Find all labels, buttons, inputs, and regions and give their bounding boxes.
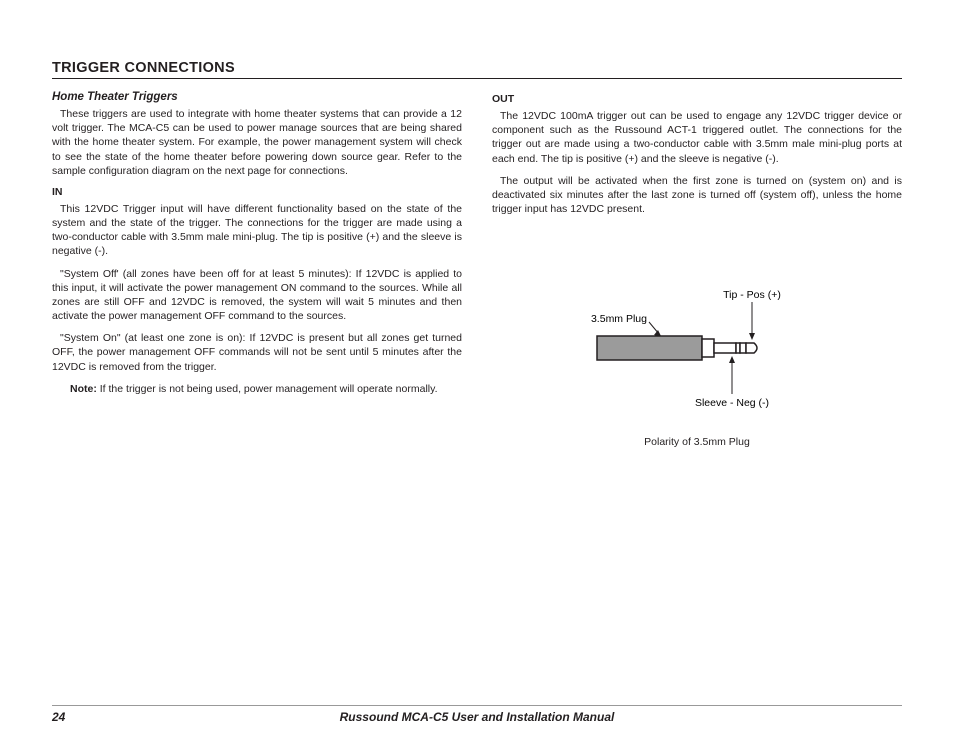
diagram-caption: Polarity of 3.5mm Plug	[644, 436, 750, 448]
tip-label: Tip - Pos (+)	[723, 289, 781, 301]
left-paragraph-4: "System On" (at least one zone is on): I…	[52, 331, 462, 374]
out-heading: OUT	[492, 93, 902, 105]
plug-label: 3.5mm Plug	[591, 313, 647, 325]
section-title: TRIGGER CONNECTIONS	[52, 60, 902, 79]
left-paragraph-2: This 12VDC Trigger input will have diffe…	[52, 202, 462, 259]
home-theater-triggers-subtitle: Home Theater Triggers	[52, 91, 462, 103]
right-paragraph-1: The 12VDC 100mA trigger out can be used …	[492, 109, 902, 166]
note-text: If the trigger is not being used, power …	[97, 383, 438, 395]
left-column: Home Theater Triggers These triggers are…	[52, 91, 462, 448]
page-number: 24	[52, 710, 92, 724]
sleeve-label: Sleeve - Neg (-)	[695, 397, 769, 409]
plug-diagram: Tip - Pos (+) 3.5mm Plug Sleeve - Neg (-…	[492, 286, 902, 448]
left-paragraph-1: These triggers are used to integrate wit…	[52, 107, 462, 178]
left-paragraph-3: "System Off' (all zones have been off fo…	[52, 267, 462, 324]
content-columns: Home Theater Triggers These triggers are…	[52, 91, 902, 448]
note-label: Note:	[70, 383, 97, 395]
right-column: OUT The 12VDC 100mA trigger out can be u…	[492, 91, 902, 448]
in-heading: IN	[52, 186, 462, 198]
page-footer: 24 Russound MCA-C5 User and Installation…	[52, 705, 902, 724]
right-paragraph-2: The output will be activated when the fi…	[492, 174, 902, 217]
plug-diagram-svg: Tip - Pos (+) 3.5mm Plug Sleeve - Neg (-…	[557, 286, 837, 426]
plug-body	[597, 336, 702, 360]
note-paragraph: Note: If the trigger is not being used, …	[58, 382, 462, 396]
footer-title: Russound MCA-C5 User and Installation Ma…	[92, 710, 862, 724]
